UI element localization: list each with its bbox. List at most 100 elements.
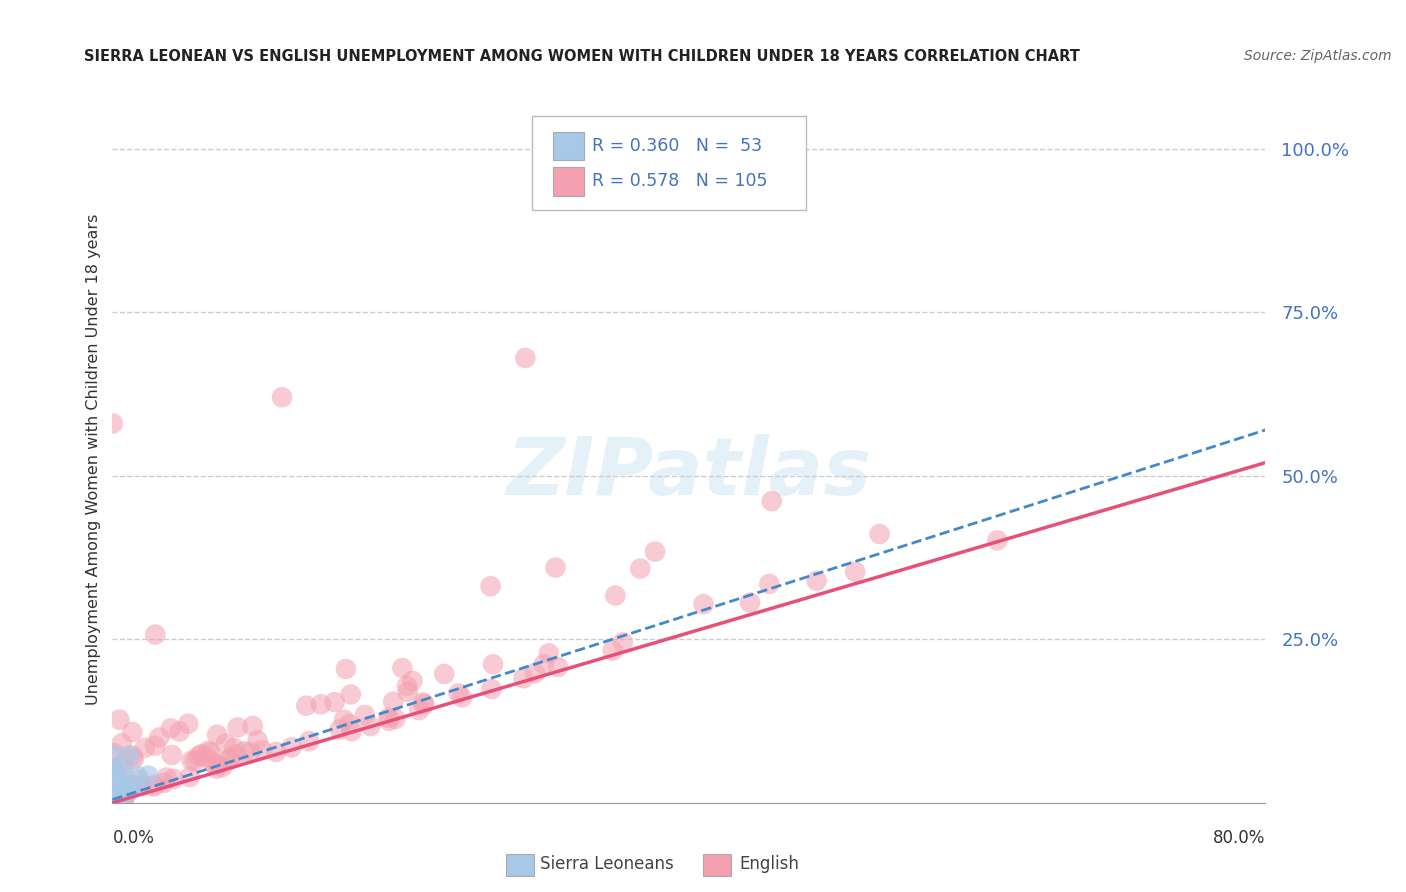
Point <box>239 745 262 759</box>
Point <box>447 686 470 700</box>
Point <box>395 679 418 693</box>
Point <box>271 390 294 404</box>
Point <box>143 627 166 641</box>
Point <box>226 721 249 735</box>
Point <box>101 796 124 810</box>
Point <box>104 790 127 805</box>
Point <box>112 786 135 800</box>
Point <box>433 667 456 681</box>
Point <box>413 697 436 711</box>
Point <box>524 666 547 681</box>
Point <box>101 790 124 805</box>
Point <box>108 713 131 727</box>
Point <box>481 682 503 697</box>
Point <box>104 789 127 803</box>
Point <box>121 725 143 739</box>
Point <box>738 596 761 610</box>
Point <box>169 724 191 739</box>
Point <box>309 698 332 712</box>
Point <box>127 769 149 783</box>
Point <box>391 661 413 675</box>
Point <box>118 780 141 795</box>
Point <box>482 657 505 672</box>
Point <box>103 793 125 807</box>
Point <box>337 717 360 731</box>
Point <box>295 698 318 713</box>
Point <box>101 787 124 801</box>
Point <box>103 768 125 782</box>
Point <box>544 560 567 574</box>
Point <box>190 747 212 762</box>
Text: 0.0%: 0.0% <box>112 829 155 847</box>
Point <box>252 743 274 757</box>
Text: 80.0%: 80.0% <box>1213 829 1265 847</box>
Point <box>107 790 129 805</box>
Point <box>197 744 219 758</box>
Text: ZIPatlas: ZIPatlas <box>506 434 872 512</box>
Point <box>382 695 405 709</box>
Point <box>101 789 124 803</box>
Point <box>103 748 125 763</box>
Point <box>103 794 125 808</box>
Point <box>177 716 200 731</box>
Point <box>377 711 399 725</box>
Point <box>201 756 224 770</box>
Point <box>602 643 624 657</box>
Point <box>340 724 363 739</box>
Point <box>121 778 143 792</box>
Point <box>184 754 207 768</box>
Point <box>125 779 148 793</box>
Point <box>401 673 423 688</box>
Point <box>105 765 128 780</box>
Point <box>335 662 357 676</box>
Point <box>628 561 651 575</box>
Point <box>605 589 627 603</box>
Point <box>692 597 714 611</box>
Point <box>114 786 136 800</box>
Point <box>512 671 534 685</box>
Text: R = 0.360   N =  53: R = 0.360 N = 53 <box>592 136 762 155</box>
Point <box>101 791 124 805</box>
Text: Source: ZipAtlas.com: Source: ZipAtlas.com <box>1244 49 1392 63</box>
Point <box>112 792 135 806</box>
Point <box>515 351 537 365</box>
Point <box>143 778 166 792</box>
Point <box>207 757 229 772</box>
Point <box>101 791 124 805</box>
Point <box>205 728 228 742</box>
Point <box>215 737 238 751</box>
Point <box>547 660 569 674</box>
Point <box>179 770 201 784</box>
Point <box>104 784 127 798</box>
Point <box>187 749 209 764</box>
Point <box>101 766 124 780</box>
Point <box>612 635 634 649</box>
Point <box>233 744 256 758</box>
Point <box>103 792 125 806</box>
Point <box>246 733 269 747</box>
Point <box>101 783 124 797</box>
Point <box>103 786 125 800</box>
Point <box>340 687 363 701</box>
Point <box>115 781 138 796</box>
Point <box>101 792 124 806</box>
Point <box>107 788 129 802</box>
Point <box>180 754 202 768</box>
Point <box>104 791 127 805</box>
Point <box>280 740 302 755</box>
Point <box>143 739 166 753</box>
Point <box>101 796 124 810</box>
Point <box>122 748 145 763</box>
Point <box>122 752 145 766</box>
Point <box>155 771 177 785</box>
Point <box>112 791 135 805</box>
Point <box>844 565 866 579</box>
Text: Sierra Leoneans: Sierra Leoneans <box>540 855 673 873</box>
Point <box>218 752 240 766</box>
Point <box>160 722 183 736</box>
Point <box>354 708 377 723</box>
Text: SIERRA LEONEAN VS ENGLISH UNEMPLOYMENT AMONG WOMEN WITH CHILDREN UNDER 18 YEARS : SIERRA LEONEAN VS ENGLISH UNEMPLOYMENT A… <box>84 49 1080 64</box>
Point <box>105 789 128 804</box>
Point <box>134 740 156 755</box>
Point <box>101 417 124 431</box>
